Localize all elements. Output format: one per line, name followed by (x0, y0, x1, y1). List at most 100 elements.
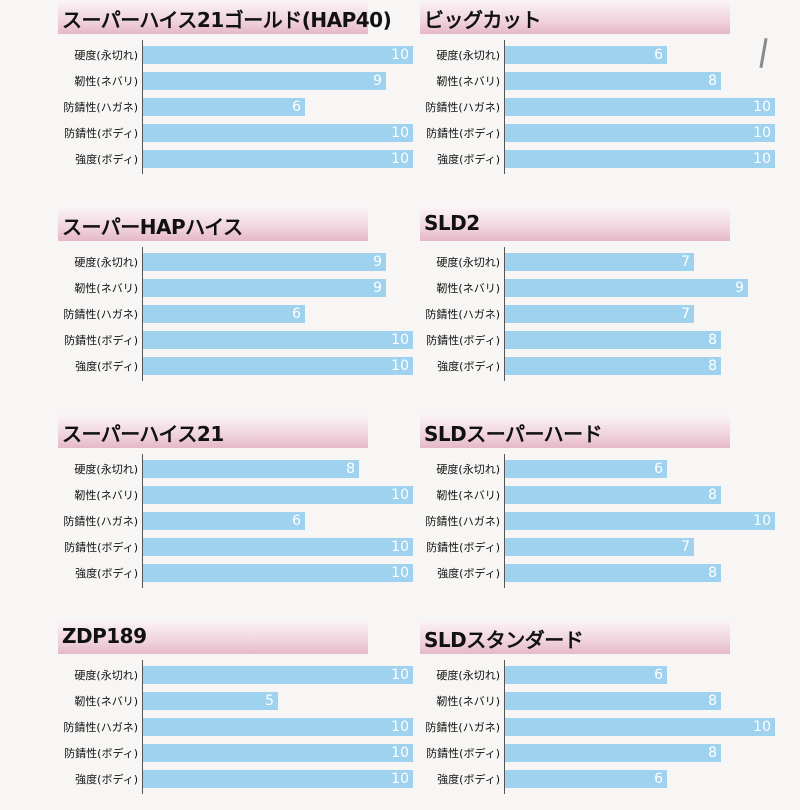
bar-row: 強度(ボディ) 10 (58, 562, 413, 584)
category-label: 靭性(ネバリ) (436, 695, 500, 708)
category-label: 防錆性(ボディ) (426, 334, 500, 347)
bar: 10 (143, 46, 413, 64)
bar: 10 (143, 486, 413, 504)
category-label: 硬度(永切れ) (436, 463, 500, 476)
bar-value-label: 8 (708, 487, 717, 503)
bar-value-label: 10 (391, 771, 409, 787)
category-label: 強度(ボディ) (437, 567, 500, 580)
bar: 10 (143, 538, 413, 556)
bar-value-label: 7 (681, 254, 690, 270)
chart-plot-area: 硬度(永切れ) 6 靭性(ネバリ) 8 防錆性(ハガネ) 10 防錆性(ボディ) 10 強度(ボ… (420, 34, 775, 184)
bar: 7 (505, 253, 694, 271)
category-label: 防錆性(ハガネ) (63, 721, 138, 734)
category-label: 強度(ボディ) (75, 153, 138, 166)
bar: 10 (505, 150, 775, 168)
bar-value-label: 6 (292, 513, 301, 529)
bar-value-label: 9 (373, 280, 382, 296)
bar-row: 防錆性(ハガネ) 6 (58, 510, 368, 532)
bar-row: 硬度(永切れ) 9 (58, 251, 386, 273)
chart-plot-area: 硬度(永切れ) 7 靭性(ネバリ) 9 防錆性(ハガネ) 7 防錆性(ボディ) 8 強度(ボディ… (420, 241, 748, 391)
category-label: 防錆性(ハガネ) (425, 721, 500, 734)
bar: 10 (143, 666, 413, 684)
bar: 10 (505, 124, 775, 142)
chart-header: スーパーハイス21ゴールド(HAP40) (58, 0, 392, 34)
chart-title: SLDスーパーハード (424, 422, 603, 446)
bar-value-label: 8 (708, 73, 717, 89)
category-label: 防錆性(ハガネ) (63, 515, 138, 528)
category-label: 防錆性(ハガネ) (425, 308, 500, 321)
category-label: 防錆性(ハガネ) (63, 101, 138, 114)
bar-value-label: 6 (292, 306, 301, 322)
bar-value-label: 8 (346, 461, 355, 477)
y-axis-line (504, 660, 505, 794)
bar-value-label: 6 (654, 461, 663, 477)
bar: 6 (505, 666, 667, 684)
category-label: 防錆性(ハガネ) (425, 515, 500, 528)
y-axis-line (142, 40, 143, 174)
category-label: 靭性(ネバリ) (436, 75, 500, 88)
category-label: 防錆性(ボディ) (64, 747, 138, 760)
bar: 8 (505, 744, 721, 762)
bar: 6 (505, 460, 667, 478)
chart-panel: スーパーHAPハイス 硬度(永切れ) 9 靭性(ネバリ) 9 防錆性(ハガネ) 6 防錆性(ボ… (58, 207, 413, 397)
chart-header: スーパーHAPハイス (58, 207, 368, 241)
bar-value-label: 10 (391, 125, 409, 141)
bar-row: 防錆性(ボディ) 8 (420, 329, 730, 351)
bar-row: 靭性(ネバリ) 8 (420, 70, 730, 92)
category-label: 靭性(ネバリ) (74, 695, 138, 708)
chart-header: SLDスーパーハード (420, 414, 730, 448)
category-label: 防錆性(ボディ) (426, 541, 500, 554)
bar-row: 強度(ボディ) 10 (58, 768, 413, 790)
chart-title: ビッグカット (424, 8, 542, 32)
y-axis-line (504, 40, 505, 174)
bar: 7 (505, 538, 694, 556)
bar: 10 (505, 98, 775, 116)
category-label: 強度(ボディ) (437, 153, 500, 166)
bar-value-label: 8 (708, 693, 717, 709)
category-label: 硬度(永切れ) (436, 669, 500, 682)
bar-value-label: 10 (753, 125, 771, 141)
chart-title: スーパーハイス21ゴールド(HAP40) (62, 8, 392, 32)
bar: 9 (505, 279, 748, 297)
y-axis-line (142, 247, 143, 381)
bar-row: 強度(ボディ) 10 (420, 148, 775, 170)
category-label: 強度(ボディ) (75, 567, 138, 580)
chart-header: SLDスタンダード (420, 620, 730, 654)
chart-plot-area: 硬度(永切れ) 6 靭性(ネバリ) 8 防錆性(ハガネ) 10 防錆性(ボディ) 8 強度(ボデ… (420, 654, 775, 804)
bar: 6 (143, 305, 305, 323)
bar: 7 (505, 305, 694, 323)
bar: 10 (143, 124, 413, 142)
bar-row: 防錆性(ハガネ) 10 (420, 716, 775, 738)
bar-value-label: 8 (708, 332, 717, 348)
bar-row: 強度(ボディ) 8 (420, 355, 730, 377)
bar-row: 靭性(ネバリ) 8 (420, 690, 730, 712)
category-label: 強度(ボディ) (437, 360, 500, 373)
bar-row: 防錆性(ハガネ) 10 (420, 96, 775, 118)
bar: 10 (143, 564, 413, 582)
bar-row: 防錆性(ボディ) 10 (420, 122, 775, 144)
bar-value-label: 8 (708, 358, 717, 374)
bar: 10 (505, 512, 775, 530)
bar: 8 (505, 564, 721, 582)
bar-row: 硬度(永切れ) 7 (420, 251, 730, 273)
category-label: 防錆性(ボディ) (426, 127, 500, 140)
category-label: 強度(ボディ) (75, 360, 138, 373)
bar: 10 (143, 744, 413, 762)
bar-value-label: 6 (654, 47, 663, 63)
bar-row: 靭性(ネバリ) 8 (420, 484, 730, 506)
bar: 8 (505, 331, 721, 349)
category-label: 防錆性(ボディ) (64, 541, 138, 554)
bar-row: 防錆性(ボディ) 8 (420, 742, 730, 764)
bar-row: 防錆性(ボディ) 7 (420, 536, 730, 558)
bar-value-label: 5 (265, 693, 274, 709)
category-label: 靭性(ネバリ) (74, 75, 138, 88)
bar: 9 (143, 72, 386, 90)
category-label: 硬度(永切れ) (74, 49, 138, 62)
chart-panel: SLDスタンダード硬度(永切れ) 6 靭性(ネバリ) 8 防錆性(ハガネ) 10 防錆性(ボ… (420, 620, 775, 810)
category-label: 硬度(永切れ) (436, 49, 500, 62)
chart-plot-area: 硬度(永切れ) 6 靭性(ネバリ) 8 防錆性(ハガネ) 10 防錆性(ボディ) 7 強度(ボデ… (420, 448, 775, 598)
bar: 9 (143, 253, 386, 271)
chart-title: SLDスタンダード (424, 628, 584, 652)
bar-row: 防錆性(ボディ) 10 (58, 329, 413, 351)
bar-row: 強度(ボディ) 10 (58, 148, 413, 170)
